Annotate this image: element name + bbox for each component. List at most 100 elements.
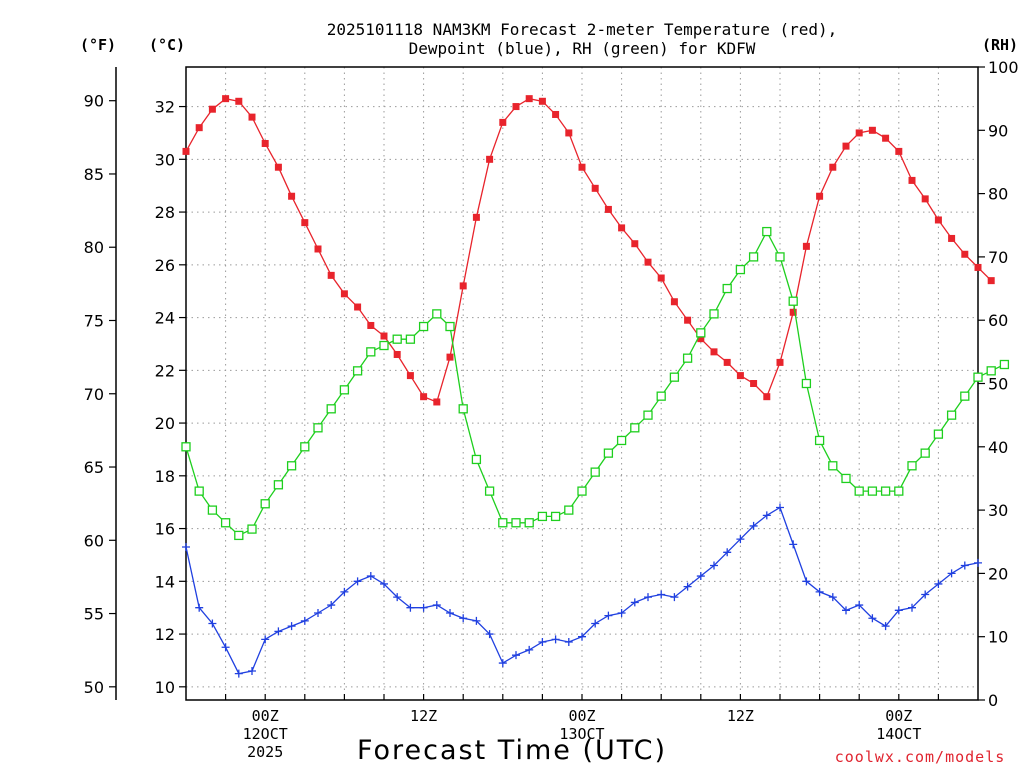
data-point <box>868 614 877 623</box>
data-point <box>723 358 731 366</box>
data-point <box>181 442 191 452</box>
data-point <box>894 606 903 615</box>
data-point <box>908 176 916 184</box>
data-point <box>392 334 402 344</box>
data-point <box>999 359 1010 370</box>
data-point <box>486 155 494 163</box>
celsius-unit-label: (°C) <box>149 36 185 54</box>
rh-tick-label: 0 <box>988 691 998 710</box>
data-point <box>379 340 389 351</box>
data-point <box>816 192 824 200</box>
data-point <box>234 530 244 541</box>
data-point <box>380 332 388 340</box>
data-point <box>841 473 851 484</box>
data-point <box>367 321 375 329</box>
plot-frame <box>115 66 979 701</box>
rh-unit-label: (RH) <box>982 36 1018 54</box>
data-point <box>854 486 864 496</box>
data-point <box>327 271 335 279</box>
data-point <box>895 147 903 155</box>
data-point <box>894 486 904 496</box>
data-point <box>300 616 309 625</box>
chart-title: 2025101118 NAM3KM Forecast 2-meter Tempe… <box>327 20 838 39</box>
x-tick-label: 13OCT <box>559 725 604 743</box>
data-point <box>207 505 218 515</box>
data-point <box>815 587 824 596</box>
data-point <box>208 619 217 628</box>
data-point <box>578 163 586 171</box>
data-point <box>339 385 350 395</box>
rh-tick-label: 10 <box>988 628 1008 647</box>
data-point <box>748 252 759 262</box>
data-point <box>776 503 784 512</box>
data-point <box>961 250 969 258</box>
data-point <box>551 635 560 644</box>
fahrenheit-tick-label: 75 <box>84 311 104 330</box>
data-point <box>314 245 322 253</box>
data-point <box>657 590 666 599</box>
series-relative-humidity <box>181 226 1010 541</box>
celsius-tick-label: 10 <box>155 678 175 697</box>
data-point <box>934 216 942 224</box>
data-point <box>288 192 296 200</box>
data-point <box>446 353 454 361</box>
data-point <box>828 461 838 471</box>
data-point <box>882 134 890 142</box>
data-point <box>564 637 573 646</box>
data-point <box>697 335 705 343</box>
series-line <box>185 98 992 403</box>
data-point <box>855 601 864 610</box>
rh-tick-label: 30 <box>988 501 1008 520</box>
data-point <box>604 205 612 213</box>
data-point <box>644 258 652 266</box>
data-point <box>788 296 798 306</box>
celsius-tick-label: 28 <box>155 203 175 222</box>
data-point <box>314 608 322 617</box>
data-point <box>235 97 243 105</box>
data-point <box>393 350 401 358</box>
data-point <box>855 129 863 137</box>
data-point <box>789 540 798 549</box>
data-point <box>220 518 231 528</box>
data-point <box>418 321 429 332</box>
data-point <box>907 461 917 471</box>
x-tick-label: 12Z <box>727 707 754 725</box>
data-point <box>182 543 190 552</box>
x-tick-label: 00Z <box>885 707 912 725</box>
celsius-tick-label: 18 <box>155 467 175 486</box>
data-point <box>684 316 692 324</box>
data-point <box>274 163 282 171</box>
grid-lines <box>186 67 978 700</box>
data-point <box>286 461 297 471</box>
data-point <box>247 524 257 534</box>
rh-tick-label: 50 <box>988 375 1008 394</box>
data-point <box>947 569 956 578</box>
data-point <box>446 608 454 617</box>
data-point <box>301 219 309 227</box>
data-point <box>696 572 705 581</box>
data-point <box>248 666 256 675</box>
rh-tick-label: 70 <box>988 248 1008 267</box>
data-point <box>484 486 495 496</box>
data-point <box>511 518 521 528</box>
data-point <box>195 124 203 132</box>
data-point <box>313 423 323 433</box>
data-point <box>498 659 507 668</box>
data-point <box>552 110 560 118</box>
data-point <box>723 548 732 557</box>
data-point <box>920 448 930 458</box>
data-point <box>921 590 930 599</box>
data-point <box>736 372 744 380</box>
data-point <box>986 366 996 376</box>
data-point <box>775 252 785 262</box>
data-point <box>393 593 402 602</box>
credit-label: coolwx.com/models <box>835 748 1006 766</box>
chart-subtitle: Dewpoint (blue), RH (green) for KDFW <box>409 39 756 58</box>
data-point <box>499 118 507 126</box>
data-point <box>512 651 520 660</box>
data-point <box>643 410 653 420</box>
data-point <box>842 142 850 150</box>
celsius-tick-label: 24 <box>155 309 175 328</box>
data-point <box>630 423 640 433</box>
